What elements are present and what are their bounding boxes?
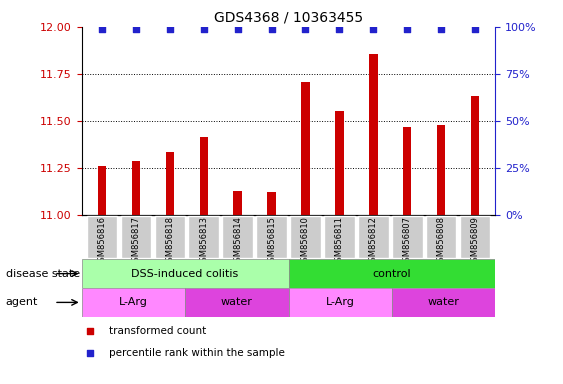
Text: water: water [221,297,253,308]
Bar [392,288,495,317]
Text: disease state: disease state [6,268,80,279]
Text: GSM856818: GSM856818 [166,216,175,267]
Text: GSM856810: GSM856810 [301,216,310,267]
Bar [289,288,392,317]
Text: GSM856816: GSM856816 [97,216,106,267]
Bar [403,127,412,215]
Bar [98,166,106,215]
Text: agent: agent [6,297,38,308]
Point [97,26,106,32]
Bar [267,192,276,215]
Point [403,26,412,32]
Bar [82,259,289,288]
Point [131,26,140,32]
Text: percentile rank within the sample: percentile rank within the sample [109,348,284,358]
Bar [358,216,388,258]
Title: GDS4368 / 10363455: GDS4368 / 10363455 [214,10,363,24]
Text: L-Arg: L-Arg [326,297,355,308]
Bar [289,259,495,288]
Bar [166,152,174,215]
Bar [392,216,422,258]
Point [86,328,95,334]
Bar [155,216,185,258]
Bar [471,96,479,215]
Text: GSM856817: GSM856817 [131,216,140,267]
Bar [189,216,219,258]
Bar [437,125,445,215]
Text: GSM856811: GSM856811 [335,216,344,267]
Point [335,26,344,32]
Bar [460,216,490,258]
Text: water: water [428,297,459,308]
Text: L-Arg: L-Arg [119,297,148,308]
Text: GSM856813: GSM856813 [199,216,208,267]
Bar [335,111,343,215]
Text: GSM856808: GSM856808 [437,216,446,267]
Point [369,26,378,32]
Text: GSM856814: GSM856814 [233,216,242,267]
Text: control: control [373,268,412,279]
Bar [291,216,321,258]
Point [301,26,310,32]
Point [471,26,480,32]
Bar [301,83,310,215]
Bar [256,216,287,258]
Bar [426,216,457,258]
Bar [87,216,117,258]
Text: GSM856809: GSM856809 [471,216,480,267]
Point [233,26,242,32]
Bar [324,216,355,258]
Bar [234,190,242,215]
Bar [369,54,378,215]
Bar [82,288,185,317]
Point [86,350,95,356]
Text: transformed count: transformed count [109,326,206,336]
Bar [185,288,289,317]
Point [166,26,175,32]
Point [267,26,276,32]
Bar [132,161,140,215]
Point [199,26,208,32]
Point [437,26,446,32]
Text: GSM856812: GSM856812 [369,216,378,267]
Bar [120,216,151,258]
Text: DSS-induced colitis: DSS-induced colitis [132,268,239,279]
Text: GSM856815: GSM856815 [267,216,276,267]
Bar [199,137,208,215]
Bar [222,216,253,258]
Text: GSM856807: GSM856807 [403,216,412,267]
